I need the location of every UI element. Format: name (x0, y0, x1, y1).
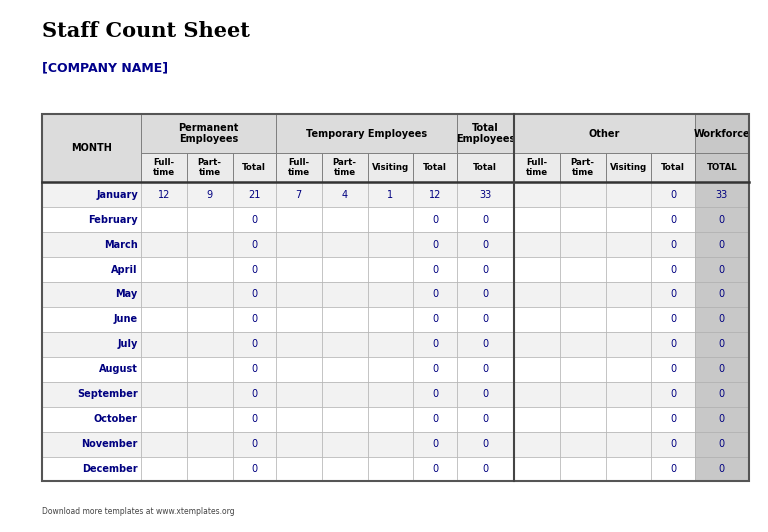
Text: 0: 0 (719, 414, 725, 424)
Text: Part-
time: Part- time (197, 158, 222, 177)
Text: Full-
time: Full- time (153, 158, 175, 177)
Text: Total: Total (242, 163, 266, 172)
Text: July: July (118, 339, 137, 350)
Text: 0: 0 (670, 239, 676, 250)
Text: Total: Total (423, 163, 447, 172)
Text: 0: 0 (432, 314, 438, 325)
Text: 0: 0 (432, 339, 438, 350)
Text: 0: 0 (670, 414, 676, 424)
Text: November: November (81, 439, 137, 449)
Text: 0: 0 (719, 464, 725, 474)
Text: 0: 0 (432, 215, 438, 225)
Text: October: October (94, 414, 137, 424)
Text: 0: 0 (719, 364, 725, 375)
Text: 0: 0 (482, 314, 488, 325)
Text: 0: 0 (670, 439, 676, 449)
Text: May: May (115, 289, 137, 300)
Text: TOTAL: TOTAL (707, 163, 737, 172)
Text: Part-
time: Part- time (571, 158, 594, 177)
Text: 0: 0 (670, 389, 676, 399)
Text: 0: 0 (432, 414, 438, 424)
Text: 33: 33 (479, 190, 492, 200)
Text: 0: 0 (251, 289, 257, 300)
Text: September: September (77, 389, 137, 399)
Text: 0: 0 (670, 464, 676, 474)
Text: 0: 0 (719, 215, 725, 225)
Text: 0: 0 (719, 314, 725, 325)
Text: 0: 0 (482, 414, 488, 424)
Text: 0: 0 (251, 439, 257, 449)
Text: 0: 0 (482, 339, 488, 350)
Text: Part-
time: Part- time (333, 158, 356, 177)
Text: 12: 12 (429, 190, 441, 200)
Text: Visiting: Visiting (610, 163, 647, 172)
Text: 0: 0 (670, 215, 676, 225)
Text: Total: Total (473, 163, 497, 172)
Text: Temporary Employees: Temporary Employees (306, 129, 427, 139)
Text: 0: 0 (719, 339, 725, 350)
Text: 0: 0 (482, 364, 488, 375)
Text: Other: Other (588, 129, 620, 139)
Text: 0: 0 (432, 439, 438, 449)
Text: 0: 0 (670, 190, 676, 200)
Text: 0: 0 (670, 264, 676, 275)
Text: 0: 0 (482, 389, 488, 399)
Text: December: December (82, 464, 137, 474)
Text: 0: 0 (482, 239, 488, 250)
Text: 0: 0 (432, 289, 438, 300)
Text: 0: 0 (251, 215, 257, 225)
Text: Permanent
Employees: Permanent Employees (178, 123, 239, 145)
Text: 0: 0 (482, 464, 488, 474)
Text: Staff Count Sheet: Staff Count Sheet (42, 21, 250, 41)
Text: 0: 0 (251, 339, 257, 350)
Text: 0: 0 (719, 439, 725, 449)
Text: 1: 1 (387, 190, 393, 200)
Text: Full-
time: Full- time (526, 158, 548, 177)
Text: 0: 0 (251, 239, 257, 250)
Text: 4: 4 (342, 190, 348, 200)
Text: 0: 0 (719, 264, 725, 275)
Text: 0: 0 (251, 364, 257, 375)
Text: 0: 0 (670, 289, 676, 300)
Text: January: January (96, 190, 137, 200)
Text: 0: 0 (670, 339, 676, 350)
Text: Visiting: Visiting (372, 163, 409, 172)
Text: MONTH: MONTH (71, 143, 112, 153)
Text: 0: 0 (251, 389, 257, 399)
Text: 7: 7 (296, 190, 302, 200)
Text: 33: 33 (716, 190, 728, 200)
Text: June: June (114, 314, 137, 325)
Text: [COMPANY NAME]: [COMPANY NAME] (42, 61, 168, 74)
Text: Total
Employees: Total Employees (455, 123, 515, 145)
Text: 0: 0 (251, 464, 257, 474)
Text: February: February (88, 215, 137, 225)
Text: 0: 0 (482, 439, 488, 449)
Text: 0: 0 (432, 389, 438, 399)
Text: 0: 0 (251, 264, 257, 275)
Text: Download more templates at www.xtemplates.org: Download more templates at www.xtemplate… (42, 507, 235, 516)
Text: 0: 0 (251, 414, 257, 424)
Text: 0: 0 (670, 364, 676, 375)
Text: April: April (111, 264, 137, 275)
Text: 0: 0 (719, 239, 725, 250)
Text: 0: 0 (670, 314, 676, 325)
Text: 0: 0 (251, 314, 257, 325)
Text: 12: 12 (157, 190, 170, 200)
Text: Full-
time: Full- time (288, 158, 310, 177)
Text: 0: 0 (432, 239, 438, 250)
Text: Total: Total (661, 163, 685, 172)
Text: 21: 21 (248, 190, 260, 200)
Text: 0: 0 (432, 464, 438, 474)
Text: Workforce: Workforce (694, 129, 750, 139)
Text: 9: 9 (207, 190, 213, 200)
Text: 0: 0 (719, 289, 725, 300)
Text: 0: 0 (719, 389, 725, 399)
Text: 0: 0 (432, 364, 438, 375)
Text: March: March (104, 239, 137, 250)
Text: 0: 0 (482, 289, 488, 300)
Text: 0: 0 (482, 215, 488, 225)
Text: 0: 0 (432, 264, 438, 275)
Text: August: August (99, 364, 137, 375)
Text: 0: 0 (482, 264, 488, 275)
